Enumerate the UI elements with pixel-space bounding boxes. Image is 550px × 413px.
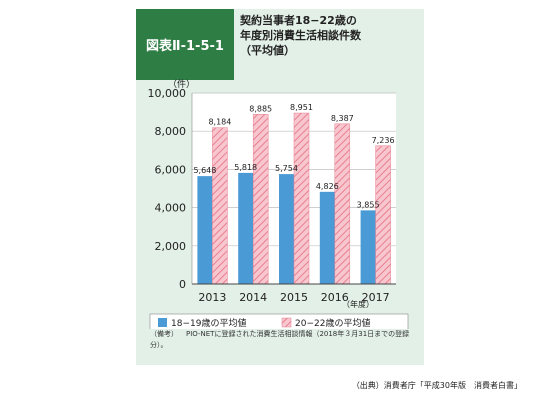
y-tick-label: 10,000: [148, 87, 187, 100]
y-tick-label: 8,000: [155, 125, 187, 138]
x-tick-label: 2017: [362, 291, 390, 304]
y-tick-label: 6,000: [155, 163, 187, 176]
bar-20-22-2014: [252, 114, 269, 285]
bar-value-label: 7,236: [372, 136, 395, 145]
legend-label-20-22: 20−22歳の平均値: [295, 317, 370, 329]
bar-chart: 5,648 8,184 5,818 8,885 5,754 8,951 4,826 8,387…: [148, 78, 409, 329]
bar-20-22-2013: [212, 127, 228, 285]
x-tick-label: 2015: [280, 291, 308, 304]
source-credit: （出典）消費者庁「平成30年版 消費者白書」: [351, 381, 522, 390]
bar-18-19-2017: [360, 210, 376, 284]
x-tick-label: 2014: [239, 291, 267, 304]
y-axis-unit-label: （件）: [168, 78, 195, 90]
legend-label-18-19: 18−19歳の平均値: [171, 317, 246, 329]
bar-value-label: 4,826: [316, 182, 339, 191]
note-text: PIO-NETに登録された消費生活相談情報（2018年３月31日までの登録分）。: [150, 330, 410, 349]
figure-title-line-1: 契約当事者18−22歳の: [240, 14, 357, 27]
x-tick-label: 2016: [321, 291, 349, 304]
bar-20-22-2016: [334, 123, 351, 285]
note-tag: （備考）: [150, 330, 178, 338]
legend-swatch-20-22: [281, 317, 292, 328]
y-tick-label: 2,000: [155, 240, 187, 253]
figure-title-line-2: 年度別消費生活相談件数: [240, 29, 361, 42]
figure-title-line-3: （平均値）: [240, 44, 295, 57]
bar-18-19-2016: [319, 191, 335, 284]
figure-panel: 図表Ⅱ-1-5-1 契約当事者18−22歳の 年度別消費生活相談件数 （平均値）…: [136, 9, 424, 365]
bar-value-label: 5,648: [193, 166, 216, 175]
legend: 18−19歳の平均値 20−22歳の平均値: [149, 313, 409, 329]
bar-value-label: 8,885: [249, 104, 272, 113]
bar-value-label: 3,855: [357, 200, 380, 209]
bar-18-19-2014: [238, 172, 254, 284]
bar-20-22-2017: [375, 145, 391, 285]
bar-value-label: 5,818: [234, 163, 257, 172]
note: （備考） PIO-NETに登録された消費生活相談情報（2018年３月31日までの登…: [150, 329, 418, 351]
legend-swatch-18-19: [158, 318, 167, 327]
bar-value-label: 8,184: [208, 118, 231, 127]
bar-20-22-2015: [293, 112, 310, 285]
bar-18-19-2015: [279, 174, 294, 284]
bar-value-label: 5,754: [275, 164, 298, 173]
x-tick-label: 2013: [198, 291, 226, 304]
figure-title: 契約当事者18−22歳の 年度別消費生活相談件数 （平均値）: [240, 13, 424, 58]
x-axis-unit-label: （年度）: [342, 299, 374, 309]
bar-18-19-2013: [197, 176, 213, 284]
figure-header: 図表Ⅱ-1-5-1 契約当事者18−22歳の 年度別消費生活相談件数 （平均値）: [136, 9, 424, 80]
bar-value-label: 8,387: [331, 114, 354, 123]
legend-frame: [149, 313, 409, 329]
bar-value-label: 8,951: [290, 103, 313, 112]
figure-number-label: 図表Ⅱ-1-5-1: [136, 9, 234, 80]
y-tick-label: 4,000: [155, 202, 187, 215]
y-tick-label: 0: [179, 278, 186, 291]
